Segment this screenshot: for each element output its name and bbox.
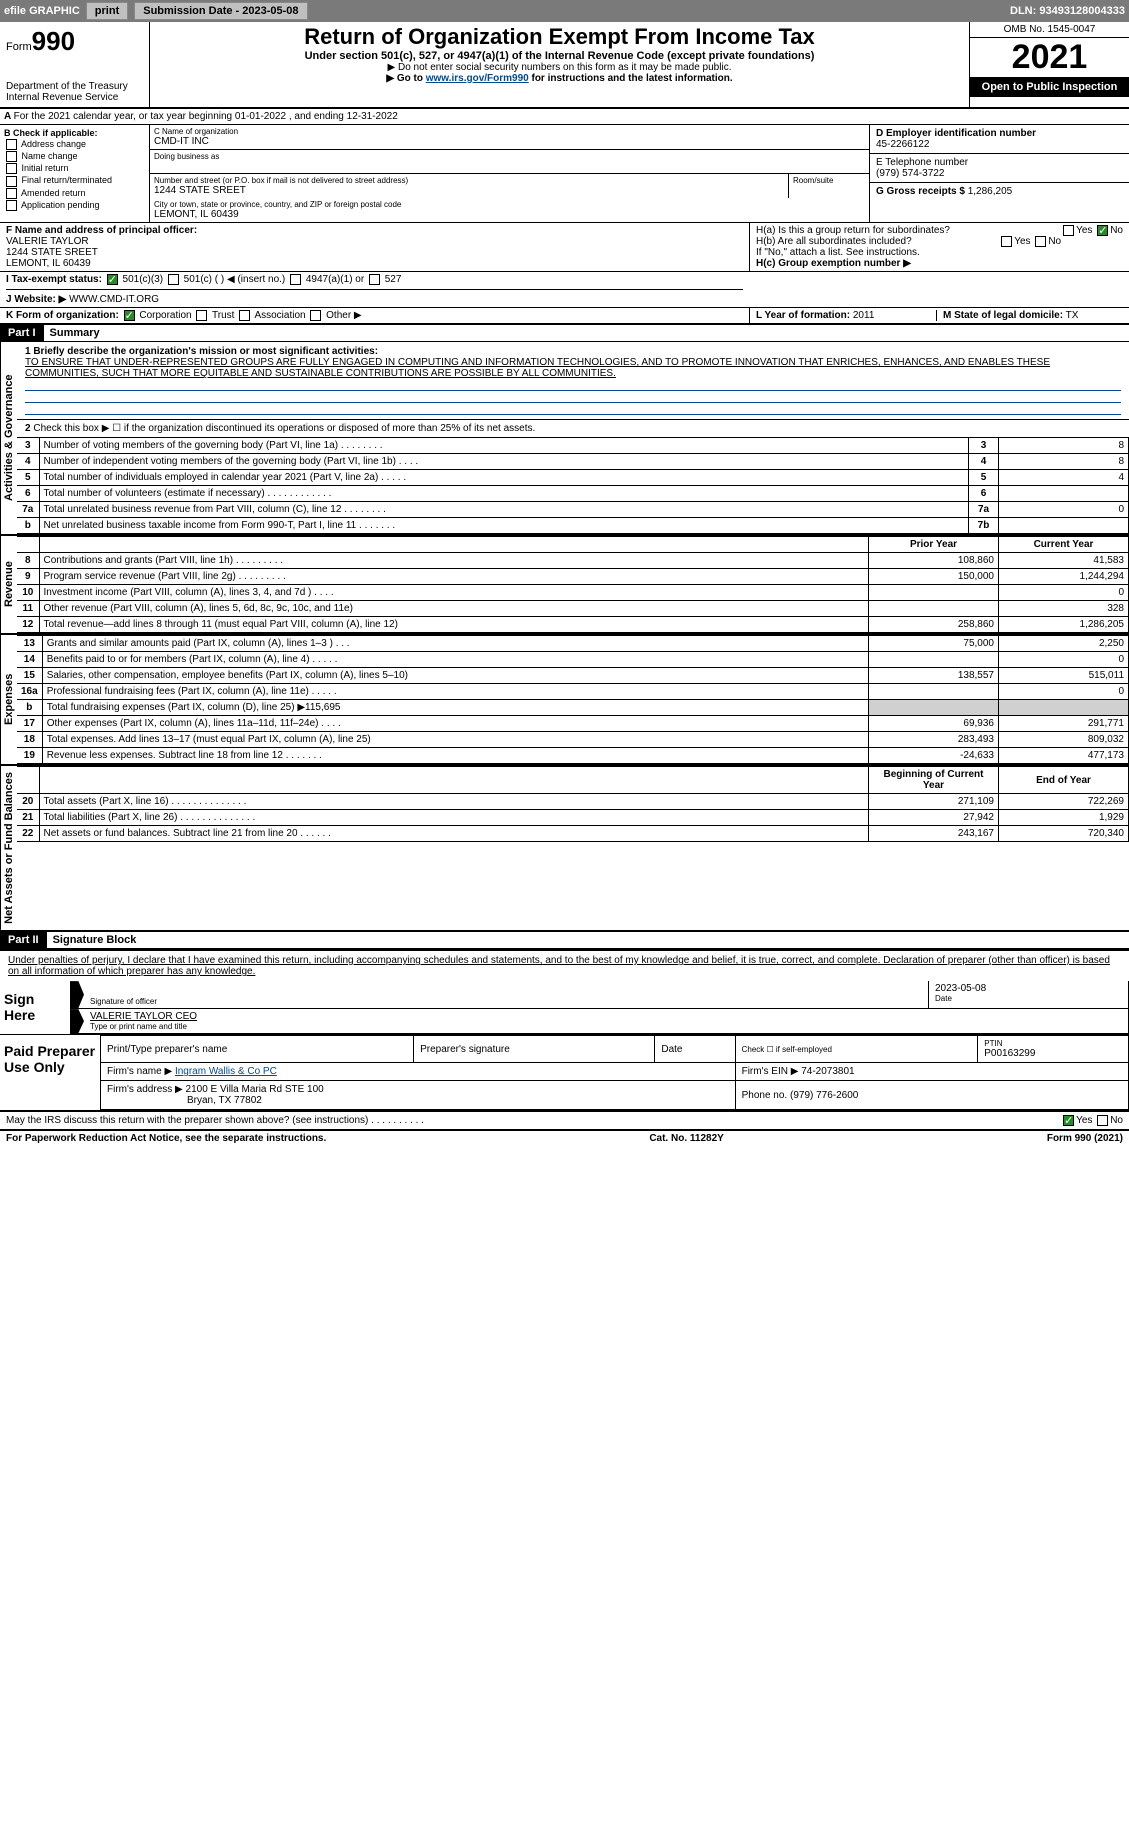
submission-date-button[interactable]: Submission Date - 2023-05-08 — [134, 2, 307, 20]
arrow-icon — [70, 981, 84, 1008]
irs-label: Internal Revenue Service — [6, 92, 143, 103]
omb-number: OMB No. 1545-0047 — [970, 22, 1129, 38]
entity-box: B Check if applicable: Address change Na… — [0, 125, 1129, 223]
pra-notice: For Paperwork Reduction Act Notice, see … — [6, 1133, 326, 1144]
mission-block: 1 Briefly describe the organization's mi… — [17, 342, 1129, 420]
paid-preparer: Paid Preparer Use Only Print/Type prepar… — [0, 1034, 1129, 1112]
box-b: B Check if applicable: Address change Na… — [0, 125, 150, 222]
arrow-icon — [70, 1009, 84, 1033]
revenue-section: Revenue Prior YearCurrent Year8Contribut… — [0, 536, 1129, 635]
form-number: 990 — [32, 26, 75, 56]
expenses-table: 13Grants and similar amounts paid (Part … — [17, 635, 1129, 764]
open-inspection: Open to Public Inspection — [970, 77, 1129, 97]
firm-name[interactable]: Ingram Wallis & Co PC — [175, 1066, 277, 1077]
dept-label: Department of the Treasury — [6, 81, 143, 92]
expenses-vlabel: Expenses — [0, 635, 17, 764]
discuss-yes[interactable] — [1063, 1115, 1074, 1126]
ha-yes[interactable] — [1063, 225, 1074, 236]
officer-name: VALERIE TAYLOR — [6, 236, 743, 247]
sig-date: 2023-05-08 — [935, 983, 1122, 994]
revenue-table: Prior YearCurrent Year8Contributions and… — [17, 536, 1129, 633]
governance-table: 3Number of voting members of the governi… — [17, 437, 1129, 534]
row-i-j: I Tax-exempt status: 501(c)(3) 501(c) ( … — [0, 272, 1129, 308]
form-title: Return of Organization Exempt From Incom… — [156, 24, 963, 50]
revenue-vlabel: Revenue — [0, 536, 17, 633]
form-ref: Form 990 (2021) — [1047, 1133, 1123, 1144]
line-a: A For the 2021 calendar year, or tax yea… — [0, 109, 1129, 125]
website: WWW.CMD-IT.ORG — [69, 294, 159, 305]
sign-here-label: Sign Here — [0, 981, 70, 1034]
gross-receipts: 1,286,205 — [968, 186, 1013, 197]
firm-phone: (979) 776-2600 — [790, 1090, 858, 1101]
501c3-check[interactable] — [107, 274, 118, 285]
netassets-table: Beginning of Current YearEnd of Year20To… — [17, 766, 1129, 842]
governance-vlabel: Activities & Governance — [0, 342, 17, 534]
phone: (979) 574-3722 — [876, 168, 1123, 179]
ha-no[interactable] — [1097, 225, 1108, 236]
form-subtitle: Under section 501(c), 527, or 4947(a)(1)… — [156, 50, 963, 62]
cat-no: Cat. No. 11282Y — [649, 1133, 723, 1144]
ein: 45-2266122 — [876, 139, 1123, 150]
row-k-l-m: K Form of organization: Corporation Trus… — [0, 308, 1129, 325]
expenses-section: Expenses 13Grants and similar amounts pa… — [0, 635, 1129, 766]
firm-ein: 74-2073801 — [801, 1066, 854, 1077]
street-address: 1244 STATE SREET — [154, 185, 784, 196]
form-word: Form — [6, 41, 32, 53]
state-domicile: TX — [1066, 310, 1079, 321]
ssn-note: ▶ Do not enter social security numbers o… — [156, 62, 963, 73]
paid-preparer-label: Paid Preparer Use Only — [0, 1035, 100, 1110]
year-formed: 2011 — [853, 310, 875, 321]
goto-note: ▶ Go to www.irs.gov/Form990 for instruct… — [156, 73, 963, 84]
irs-link[interactable]: www.irs.gov/Form990 — [426, 73, 529, 84]
box-c: C Name of organizationCMD-IT INC Doing b… — [150, 125, 869, 222]
ptin: P00163299 — [984, 1048, 1122, 1059]
governance-section: Activities & Governance 1 Briefly descri… — [0, 342, 1129, 536]
officer-name-title: VALERIE TAYLOR CEO — [90, 1011, 1122, 1022]
footer: For Paperwork Reduction Act Notice, see … — [0, 1131, 1129, 1146]
box-d-e-g: D Employer identification number45-22661… — [869, 125, 1129, 222]
tax-year: 2021 — [970, 38, 1129, 77]
firm-address: 2100 E Villa Maria Rd STE 100 — [186, 1084, 324, 1095]
dln-label: DLN: 93493128004333 — [1010, 5, 1125, 17]
topbar: efile GRAPHIC print Submission Date - 20… — [0, 0, 1129, 22]
mission-text: TO ENSURE THAT UNDER-REPRESENTED GROUPS … — [25, 357, 1121, 379]
discuss-no[interactable] — [1097, 1115, 1108, 1126]
netassets-vlabel: Net Assets or Fund Balances — [0, 766, 17, 930]
perjury-declaration: Under penalties of perjury, I declare th… — [0, 951, 1129, 981]
org-name: CMD-IT INC — [154, 136, 865, 147]
hb-no[interactable] — [1035, 236, 1046, 247]
hb-yes[interactable] — [1001, 236, 1012, 247]
part2-header: Part II Signature Block — [0, 932, 1129, 949]
part1-header: Part I Summary — [0, 325, 1129, 342]
city-state-zip: LEMONT, IL 60439 — [154, 209, 865, 220]
netassets-section: Net Assets or Fund Balances Beginning of… — [0, 766, 1129, 932]
row-f-h: F Name and address of principal officer:… — [0, 223, 1129, 272]
form-header: Form990 Department of the Treasury Inter… — [0, 22, 1129, 109]
signature-block: Under penalties of perjury, I declare th… — [0, 949, 1129, 1131]
print-button[interactable]: print — [86, 2, 128, 20]
corp-check[interactable] — [124, 310, 135, 321]
efile-label: efile GRAPHIC — [4, 5, 80, 17]
